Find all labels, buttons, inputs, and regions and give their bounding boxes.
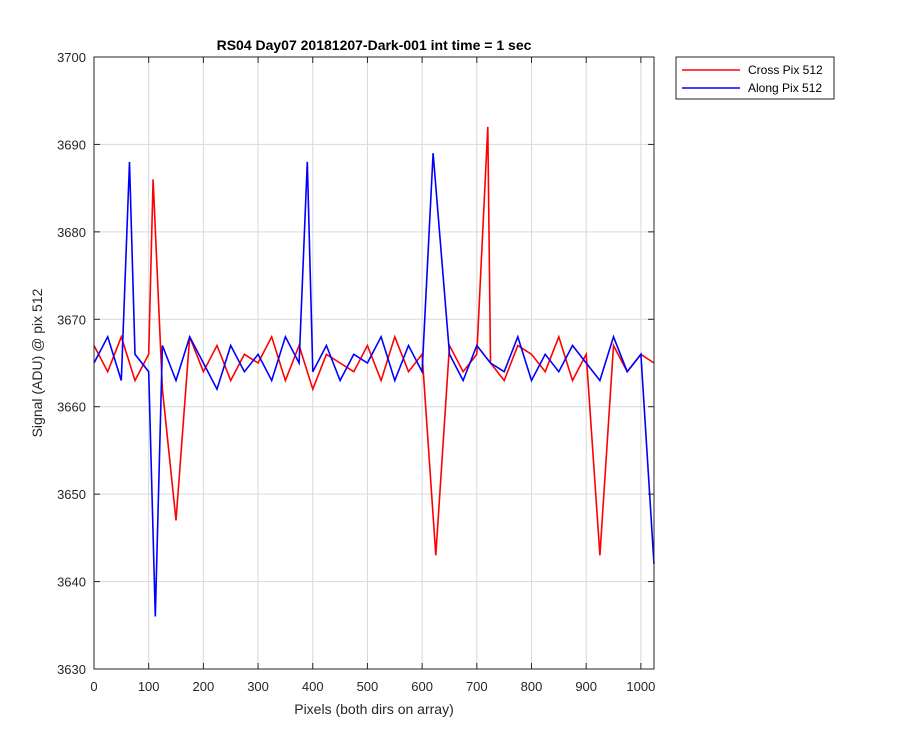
y-axis-label: Signal (ADU) @ pix 512 [29, 288, 45, 437]
legend-box [675, 56, 835, 100]
y-tick-label: 3650 [57, 487, 86, 502]
x-tick-label: 1000 [626, 679, 655, 694]
legend-label-along: Along Pix 512 [748, 81, 822, 95]
chart-title: RS04 Day07 20181207-Dark-001 int time = … [217, 37, 532, 53]
series-line-cross-pix-512 [93, 126, 655, 556]
legend-label-cross: Cross Pix 512 [748, 63, 823, 77]
y-tick-label: 3680 [57, 225, 86, 240]
series-line-along-pix-512 [93, 153, 655, 617]
x-tick-label: 100 [138, 679, 160, 694]
y-tick-label: 3630 [57, 662, 86, 677]
y-tick-label: 3700 [57, 50, 86, 65]
y-tick-label: 3670 [57, 312, 86, 327]
x-tick-label: 500 [357, 679, 379, 694]
y-tick-label: 3690 [57, 137, 86, 152]
y-tick-label: 3640 [57, 575, 86, 590]
x-tick-label: 800 [521, 679, 543, 694]
y-tick-label: 3660 [57, 400, 86, 415]
legend: Cross Pix 512 Along Pix 512 [675, 56, 835, 100]
ticks: 0 100 200 300 400 500 600 700 800 900 1000 3630 3640… [57, 50, 655, 694]
x-axis-label: Pixels (both dirs on array) [294, 701, 454, 717]
axes-box [93, 56, 655, 670]
x-tick-label: 400 [302, 679, 324, 694]
x-tick-label: 200 [193, 679, 215, 694]
x-tick-label: 300 [247, 679, 269, 694]
series-layer [93, 126, 655, 617]
x-tick-label: 600 [411, 679, 433, 694]
x-tick-label: 0 [90, 679, 97, 694]
x-tick-label: 700 [466, 679, 488, 694]
x-tick-label: 900 [575, 679, 597, 694]
